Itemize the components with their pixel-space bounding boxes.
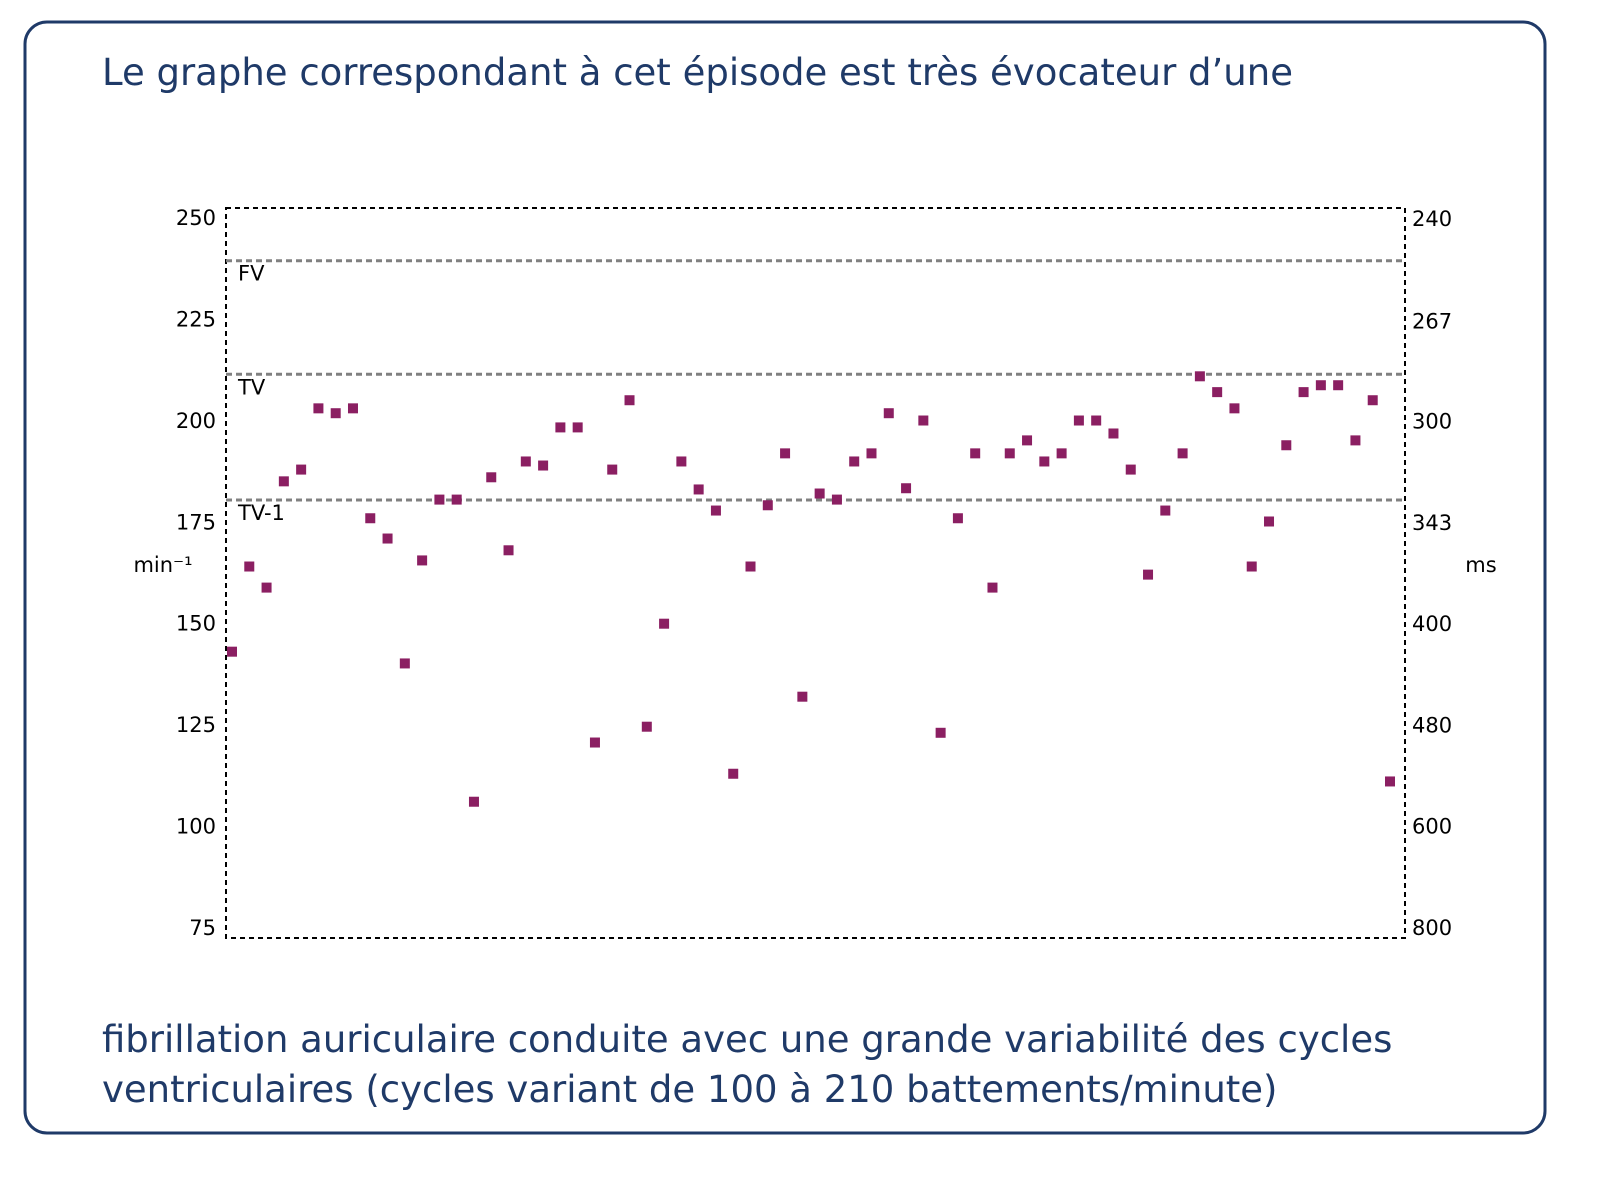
data-point xyxy=(1350,435,1361,446)
data-point xyxy=(589,737,600,748)
data-point xyxy=(1143,569,1154,580)
y2-tick-label: 800 xyxy=(1412,916,1452,940)
y-tick-label: 250 xyxy=(176,206,216,230)
data-point xyxy=(780,448,791,459)
data-point xyxy=(313,403,324,414)
data-point xyxy=(399,658,410,669)
data-point xyxy=(296,464,307,475)
data-point xyxy=(831,494,842,505)
data-point xyxy=(1073,415,1084,426)
data-point xyxy=(1281,440,1292,451)
data-point xyxy=(1246,561,1257,572)
data-point xyxy=(1160,505,1171,516)
y-tick-label: 175 xyxy=(176,510,216,534)
y2-tick-label: 600 xyxy=(1412,815,1452,839)
data-point xyxy=(918,415,929,426)
card-frame xyxy=(23,20,1547,1135)
data-point xyxy=(676,456,687,467)
y-axis-label: min⁻¹ xyxy=(133,553,192,577)
data-point xyxy=(1264,516,1275,527)
data-point xyxy=(607,464,618,475)
data-point xyxy=(866,448,877,459)
y-tick-label: 200 xyxy=(176,409,216,433)
data-point xyxy=(883,408,894,419)
data-point xyxy=(1022,435,1033,446)
data-point xyxy=(1194,371,1205,382)
data-point xyxy=(762,500,773,511)
data-point xyxy=(417,555,428,566)
caption-line: ventriculaires (cycles variant de 100 à … xyxy=(102,1068,1277,1111)
data-point xyxy=(970,448,981,459)
data-point xyxy=(745,561,756,572)
data-point xyxy=(538,460,549,471)
data-point xyxy=(468,796,479,807)
data-point xyxy=(1385,776,1395,787)
data-point xyxy=(451,494,462,505)
y2-tick-label: 480 xyxy=(1412,713,1452,737)
reference-label: TV-1 xyxy=(237,501,285,525)
data-point xyxy=(849,456,860,467)
y-tick-label: 125 xyxy=(176,713,216,737)
data-point xyxy=(1125,464,1136,475)
plot-frame xyxy=(225,207,1406,939)
y2-tick-label: 300 xyxy=(1412,409,1452,433)
data-point xyxy=(1177,448,1188,459)
data-point xyxy=(278,476,289,487)
data-point xyxy=(347,403,358,414)
y-tick-label: 225 xyxy=(176,308,216,332)
reference-label: TV xyxy=(237,375,266,399)
data-point xyxy=(1212,387,1223,398)
data-point xyxy=(555,422,566,433)
data-point xyxy=(1108,428,1119,439)
data-point xyxy=(365,513,376,524)
data-point xyxy=(901,483,912,494)
data-point xyxy=(382,533,393,544)
data-point xyxy=(624,395,635,406)
y-tick-label: 150 xyxy=(176,612,216,636)
caption-line: fibrillation auriculaire conduite avec u… xyxy=(102,1018,1392,1061)
data-point xyxy=(261,582,272,593)
data-point xyxy=(1004,448,1015,459)
data-point xyxy=(572,422,583,433)
data-point xyxy=(1056,448,1067,459)
data-point xyxy=(434,494,445,505)
y-tick-label: 75 xyxy=(189,916,216,940)
data-point xyxy=(935,727,946,738)
data-point xyxy=(1333,380,1344,391)
data-point xyxy=(659,618,670,629)
y2-tick-label: 343 xyxy=(1412,511,1452,535)
data-point xyxy=(728,768,739,779)
chart-title: Le graphe correspondant à cet épisode es… xyxy=(102,51,1293,94)
data-point xyxy=(486,472,497,483)
data-point xyxy=(1298,387,1309,398)
data-point xyxy=(710,505,721,516)
data-point xyxy=(693,484,704,495)
y-tick-label: 100 xyxy=(176,815,216,839)
y2-axis-label: ms xyxy=(1465,553,1496,577)
data-point xyxy=(1039,456,1050,467)
data-point xyxy=(244,561,255,572)
data-point xyxy=(814,488,825,499)
reference-label: FV xyxy=(238,262,265,286)
y2-tick-label: 400 xyxy=(1412,612,1452,636)
data-point xyxy=(797,691,808,702)
data-point xyxy=(987,582,998,593)
y2-tick-label: 267 xyxy=(1412,309,1452,333)
data-point xyxy=(503,545,514,556)
data-point xyxy=(641,721,652,732)
data-point xyxy=(952,513,963,524)
data-point xyxy=(1229,403,1240,414)
data-point xyxy=(1091,415,1102,426)
data-point xyxy=(227,646,237,657)
data-point xyxy=(1367,395,1378,406)
y2-tick-label: 240 xyxy=(1412,207,1452,231)
data-point xyxy=(1315,380,1326,391)
data-point xyxy=(520,456,531,467)
data-point xyxy=(330,408,341,419)
